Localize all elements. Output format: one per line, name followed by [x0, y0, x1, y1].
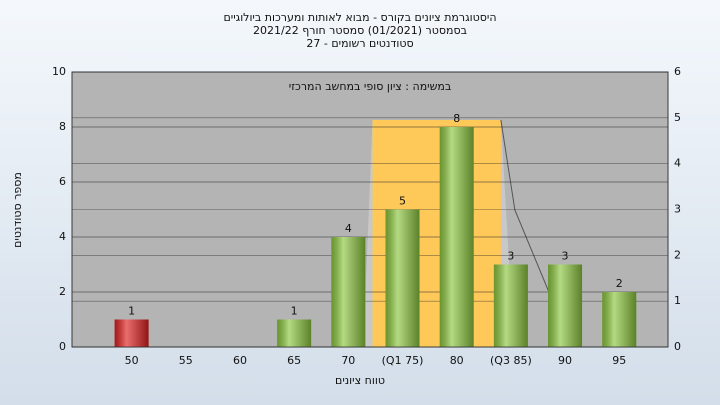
chart-title: היסטוגרמת ציונים בקורס - מבוא לאותות ומע…: [223, 11, 496, 24]
quartile-line: [500, 119, 554, 303]
y-tick-label: 8: [59, 120, 66, 133]
y-tick-label: 0: [59, 340, 66, 353]
y2-tick-label: 3: [674, 203, 681, 216]
y-tick-label: 4: [59, 230, 66, 243]
x-tick-label: 50: [125, 354, 139, 367]
chart-subtitle: סטודנטים רשומים - 27: [306, 37, 413, 50]
y-tick-label: 10: [52, 65, 66, 78]
x-tick-label: 95: [612, 354, 626, 367]
y2-tick-label: 2: [674, 248, 681, 261]
value-label: 3: [562, 250, 569, 263]
x-tick-label: 60: [233, 354, 247, 367]
x-tick-label: (Q1 75): [382, 354, 424, 367]
y-axis-label: מספר סטודנטים: [11, 172, 24, 248]
y2-tick-label: 6: [674, 65, 681, 78]
y2-tick-label: 4: [674, 157, 681, 170]
y2-tick-label: 0: [674, 340, 681, 353]
value-label: 4: [345, 222, 352, 235]
bar-shade: [493, 264, 528, 347]
x-tick-label: (Q3 85): [490, 354, 532, 367]
value-label: 2: [616, 277, 623, 290]
y-tick-label: 2: [59, 285, 66, 298]
bar-shade: [114, 319, 149, 347]
bar-shade: [385, 209, 420, 347]
bar-shade: [331, 237, 366, 347]
x-tick-label: 65: [287, 354, 301, 367]
x-axis-label: טווח ציונים: [335, 374, 385, 387]
value-label: 1: [128, 305, 135, 318]
bar-shade: [548, 264, 583, 347]
x-tick-label: 90: [558, 354, 572, 367]
plot-border: [71, 71, 669, 348]
bar-shade: [277, 319, 312, 347]
value-label: 8: [453, 112, 460, 125]
y2-tick-label: 5: [674, 111, 681, 124]
plot: 0 2 4 6 8 10 0 1 2 3 4 5 6 50 1 55 60 65 1 70 4 (Q1 75) 5 80 8 (Q…: [52, 65, 681, 367]
value-label: 1: [291, 305, 298, 318]
y2-tick-label: 1: [674, 294, 681, 307]
value-label: 3: [507, 250, 514, 263]
bar-shade: [602, 292, 637, 347]
chart-subtitle: בסמסטר (01/2021) סמסטר חורף 2021/22: [253, 24, 467, 37]
bar-shade: [439, 127, 474, 347]
x-tick-label: 80: [450, 354, 464, 367]
annotation: במשימה : ציון סופי במחשב המרכזי: [289, 80, 452, 93]
x-tick-label: 70: [341, 354, 355, 367]
y-tick-label: 6: [59, 175, 66, 188]
value-label: 5: [399, 195, 406, 208]
x-tick-label: 55: [179, 354, 193, 367]
